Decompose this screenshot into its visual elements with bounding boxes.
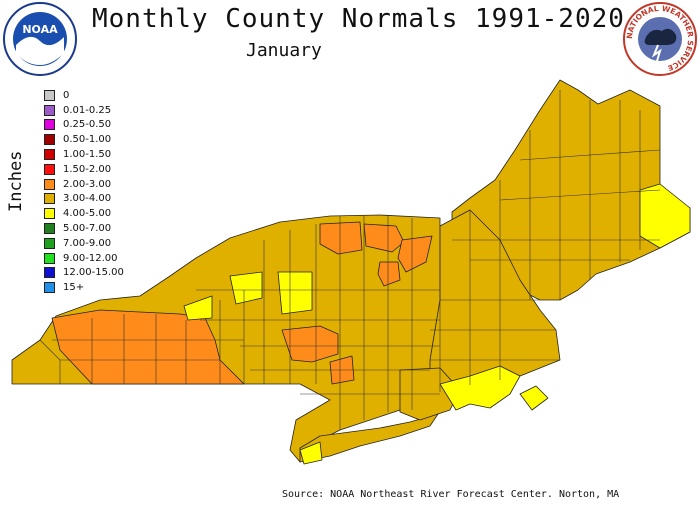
legend-row: 4.00-5.00 [44, 206, 164, 221]
region-downeast-maine-yellow [639, 183, 691, 249]
legend-row: 0.25-0.50 [44, 118, 164, 133]
legend-swatch [44, 282, 55, 294]
legend-swatch [44, 149, 55, 161]
legend-row: 2.00-3.00 [44, 177, 164, 192]
legend-label: 5.00-7.00 [63, 223, 112, 235]
map-title: Monthly County Normals 1991-2020 [92, 4, 625, 34]
legend-label: 0.50-1.00 [63, 134, 112, 146]
source-credit: Source: NOAA Northeast River Forecast Ce… [282, 489, 620, 500]
region-oneida-yellow [277, 271, 313, 315]
legend-swatch [44, 119, 55, 131]
legend-row: 0.50-1.00 [44, 132, 164, 147]
legend-label: 7.00-9.00 [63, 237, 112, 249]
legend-swatch [44, 208, 55, 220]
legend-label: 15+ [63, 282, 85, 294]
legend-swatch [44, 237, 55, 249]
noaa-logo-text: NOAA [22, 23, 58, 36]
legend-row: 5.00-7.00 [44, 221, 164, 236]
legend-row: 9.00-12.00 [44, 251, 164, 266]
legend-swatch [44, 267, 55, 279]
legend-swatch [44, 223, 55, 235]
map-month: January [246, 40, 322, 61]
legend-row: 12.00-15.00 [44, 266, 164, 281]
legend-row: 3.00-4.00 [44, 192, 164, 207]
legend-row: 1.50-2.00 [44, 162, 164, 177]
legend-label: 1.00-1.50 [63, 149, 112, 161]
legend-swatch [44, 193, 55, 205]
legend-label: 0 [63, 89, 70, 101]
legend: 0 0.01-0.25 0.25-0.50 0.50-1.00 1.00-1.50 1.5… [44, 88, 164, 295]
legend-row: 1.00-1.50 [44, 147, 164, 162]
legend-label: 9.00-12.00 [63, 252, 118, 264]
legend-label: 1.50-2.00 [63, 163, 112, 175]
region-tug-hill-yellow [229, 271, 263, 305]
region-oswego-yellow [183, 295, 213, 321]
region-adirondack-orange-1 [319, 221, 363, 255]
nws-logo-icon: NATIONAL WEATHER SERVICE [623, 2, 697, 76]
legend-label: 3.00-4.00 [63, 193, 112, 205]
legend-swatch [44, 89, 55, 101]
legend-swatch [44, 134, 55, 146]
legend-label: 4.00-5.00 [63, 208, 112, 220]
legend-label: 0.01-0.25 [63, 104, 112, 116]
region-long-island [299, 413, 439, 463]
legend-label: 2.00-3.00 [63, 178, 112, 190]
legend-axis-label: Inches [6, 150, 26, 212]
legend-label: 12.00-15.00 [63, 267, 124, 279]
legend-row: 0.01-0.25 [44, 103, 164, 118]
legend-swatch [44, 252, 55, 264]
legend-row: 7.00-9.00 [44, 236, 164, 251]
legend-swatch [44, 104, 55, 116]
legend-row: 15+ [44, 280, 164, 295]
noaa-logo-icon: NOAA [3, 2, 77, 76]
region-adirondack-orange-4 [397, 235, 433, 273]
region-long-island-east-yellow [299, 441, 323, 465]
region-cape-yellow [519, 385, 549, 411]
region-adirondack-orange-2 [363, 223, 405, 253]
county-boundaries [39, 90, 661, 430]
legend-row: 0 [44, 88, 164, 103]
legend-label: 0.25-0.50 [63, 119, 112, 131]
legend-swatch [44, 163, 55, 175]
legend-swatch [44, 178, 55, 190]
region-adirondack-orange-3 [377, 261, 401, 287]
region-central-ny-orange [281, 325, 339, 363]
